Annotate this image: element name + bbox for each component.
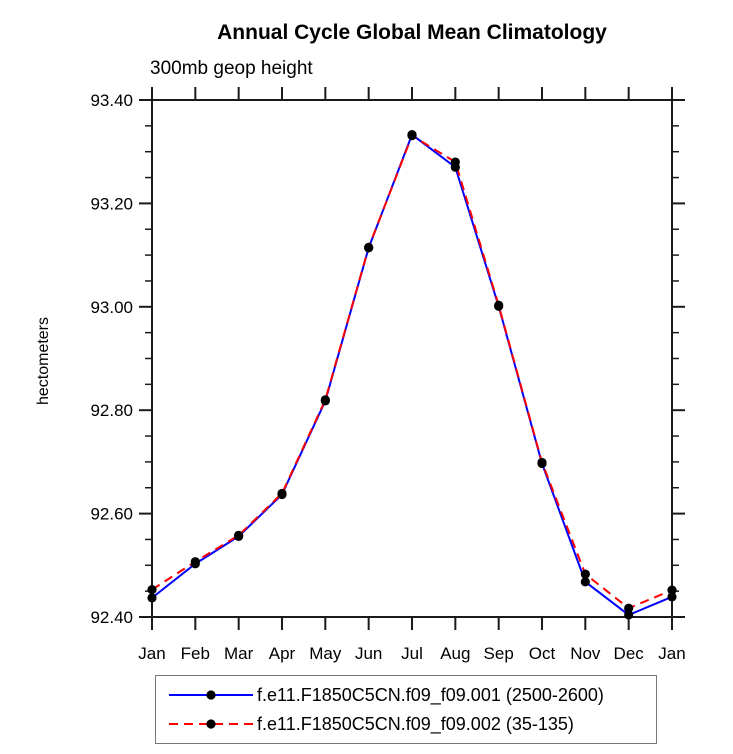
x-tick-label: Feb (181, 644, 210, 663)
data-point-marker-s2 (624, 603, 634, 613)
data-point-marker-s1 (667, 592, 677, 602)
x-tick-label: Oct (529, 644, 556, 663)
x-tick-label: Jun (355, 644, 382, 663)
data-point-marker-s2 (667, 585, 677, 595)
x-tick-label: Jan (138, 644, 165, 663)
data-point-marker-s1 (147, 593, 157, 603)
data-point-marker-s1 (624, 610, 634, 620)
x-tick-label: Aug (440, 644, 470, 663)
legend-marker-dot (206, 690, 216, 700)
y-tick-label: 92.80 (90, 401, 133, 420)
chart-title: Annual Cycle Global Mean Climatology (217, 21, 607, 44)
x-tick-label: May (309, 644, 342, 663)
x-tick-label: Sep (484, 644, 514, 663)
x-tick-label: Jan (658, 644, 685, 663)
legend-label-series1: f.e11.F1850C5CN.f09_f09.001 (2500-2600) (257, 684, 604, 705)
data-point-marker-s1 (580, 577, 590, 587)
y-tick-label: 92.60 (90, 505, 133, 524)
legend-sample-solid-line (169, 690, 253, 700)
data-point-marker-s2 (234, 530, 244, 540)
data-point-marker-s2 (320, 395, 330, 405)
chart-subtitle: 300mb geop height (150, 58, 313, 79)
y-tick-label: 93.40 (90, 91, 133, 110)
legend-label-series2: f.e11.F1850C5CN.f09_f09.002 (35-135) (257, 713, 574, 734)
data-point-marker-s2 (190, 557, 200, 567)
data-point-marker-s2 (450, 157, 460, 167)
x-tick-label: Jul (401, 644, 423, 663)
y-tick-label: 93.00 (90, 298, 133, 317)
legend-item-series1: f.e11.F1850C5CN.f09_f09.001 (2500-2600) (167, 684, 656, 706)
data-point-marker-s2 (277, 488, 287, 499)
y-tick-label: 93.20 (90, 194, 133, 213)
x-tick-label: Nov (570, 644, 601, 663)
legend-item-series2: f.e11.F1850C5CN.f09_f09.002 (35-135) (167, 713, 656, 735)
legend-box: f.e11.F1850C5CN.f09_f09.001 (2500-2600) … (155, 675, 657, 744)
legend-sample-dashed-line (169, 719, 253, 729)
data-point-marker-s2 (364, 242, 374, 252)
series-line-2 (151, 134, 673, 610)
x-tick-label: Dec (614, 644, 645, 663)
legend-marker-dot (206, 719, 216, 729)
y-tick-label: 92.40 (90, 608, 133, 627)
data-point-marker-s2 (407, 131, 417, 141)
x-tick-label: Mar (224, 644, 254, 663)
data-point-marker-s2 (580, 569, 590, 579)
data-point-marker-s2 (147, 584, 157, 595)
series-line-1 (151, 133, 673, 617)
x-tick-label: Apr (269, 644, 296, 663)
data-point-marker-s2 (494, 300, 504, 310)
data-point-marker-s2 (537, 457, 547, 468)
